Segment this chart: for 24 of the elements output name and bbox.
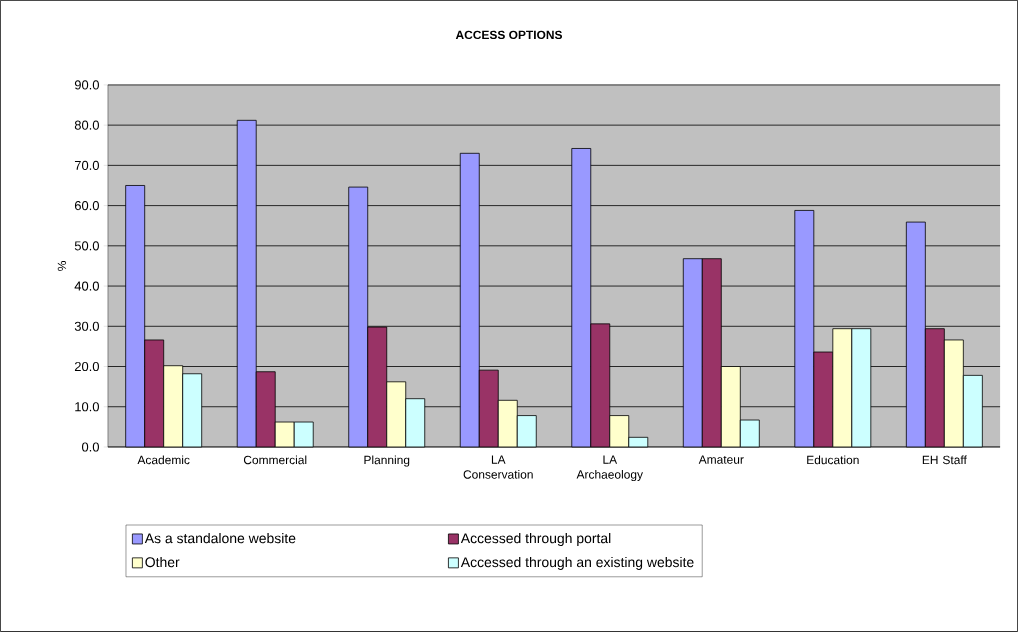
y-tick-label: 0.0 xyxy=(81,442,99,452)
y-tick-label: 80.0 xyxy=(74,120,99,130)
legend-label: As a standalone website xyxy=(144,533,296,544)
y-tick-label: 50.0 xyxy=(74,241,99,251)
legend-label: Accessed through an existing website xyxy=(460,556,694,570)
x-tick-label: LA Conservation xyxy=(463,455,533,479)
x-tick-label: Academic xyxy=(137,455,190,465)
y-tick-label: 70.0 xyxy=(74,160,99,170)
y-axis-title: % xyxy=(57,261,67,271)
y-tick-label: 60.0 xyxy=(74,201,99,211)
y-tick-label: 20.0 xyxy=(74,361,99,372)
x-tick-label: Planning xyxy=(364,455,410,467)
y-tick-label: 90.0 xyxy=(74,80,99,90)
x-tick-label: Amateur xyxy=(698,455,744,464)
x-tick-label: Commercial xyxy=(243,455,307,465)
x-tick-label: Education xyxy=(807,455,859,465)
x-tick-label: EH Staff xyxy=(922,455,967,465)
x-tick-label: LA Archaeology xyxy=(576,455,643,482)
y-tick-label: 40.0 xyxy=(74,281,99,291)
chart-title: ACCESS OPTIONS xyxy=(455,30,563,40)
y-tick-label: 30.0 xyxy=(74,321,99,331)
legend-label: Accessed through portal xyxy=(460,533,611,547)
legend-label: Other xyxy=(145,556,180,568)
y-tick-label: 10.0 xyxy=(75,402,99,412)
